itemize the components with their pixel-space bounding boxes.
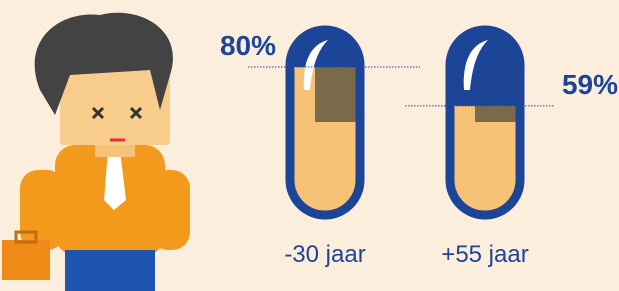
infographic: 80% -30 jaar 59% +55 jaar: [0, 0, 619, 291]
value-label: 80%: [220, 30, 276, 61]
right-arm: [150, 170, 190, 250]
pants: [65, 250, 155, 291]
briefcase: [2, 240, 50, 280]
category-label: -30 jaar: [284, 241, 365, 268]
value-label: 59%: [562, 69, 618, 100]
left-arm: [20, 170, 65, 250]
category-label: +55 jaar: [441, 241, 528, 268]
overlap-band: [315, 67, 360, 122]
overlap-band: [475, 106, 520, 122]
